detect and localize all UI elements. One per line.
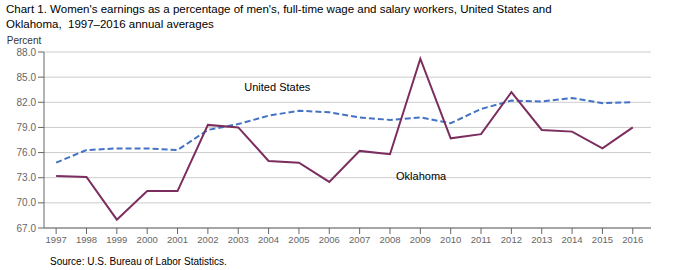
svg-text:73.0: 73.0 — [17, 172, 37, 183]
html-text:Source: U.S. Bureau of Labor S: Source: U.S. Bureau of Labor Statistics. — [50, 256, 227, 267]
svg-text:2011: 2011 — [471, 234, 491, 245]
svg-text:Oklahoma: Oklahoma — [396, 170, 447, 182]
svg-text:2008: 2008 — [379, 234, 400, 245]
svg-text:Percent: Percent — [8, 35, 41, 46]
svg-text:2016: 2016 — [622, 234, 643, 245]
svg-text:2006: 2006 — [319, 234, 340, 245]
svg-text:2007: 2007 — [349, 234, 370, 245]
svg-text:2003: 2003 — [228, 234, 249, 245]
svg-text:2005: 2005 — [288, 234, 309, 245]
svg-text:2001: 2001 — [167, 234, 188, 245]
svg-text:United States: United States — [244, 81, 311, 93]
svg-text:2012: 2012 — [501, 234, 522, 245]
svg-text:1997: 1997 — [46, 234, 67, 245]
svg-text:2014: 2014 — [562, 234, 583, 245]
svg-text:67.0: 67.0 — [17, 223, 37, 234]
html-text:Chart 1. Women's earnings as a: Chart 1. Women's earnings as a percentag… — [6, 3, 552, 15]
svg-text:2004: 2004 — [258, 234, 279, 245]
svg-text:82.0: 82.0 — [17, 97, 37, 108]
svg-text:76.0: 76.0 — [17, 147, 37, 158]
html-text:Oklahoma, 1997–2016 annual ave: Oklahoma, 1997–2016 annual averages — [6, 18, 214, 30]
svg-text:2013: 2013 — [531, 234, 552, 245]
svg-text:85.0: 85.0 — [17, 72, 37, 83]
svg-text:2010: 2010 — [440, 234, 461, 245]
svg-text:2009: 2009 — [410, 234, 431, 245]
svg-text:2002: 2002 — [197, 234, 218, 245]
svg-text:79.0: 79.0 — [17, 122, 37, 133]
svg-text:1998: 1998 — [76, 234, 97, 245]
svg-text:2015: 2015 — [592, 234, 613, 245]
svg-text:1999: 1999 — [106, 234, 127, 245]
svg-text:88.0: 88.0 — [17, 47, 37, 58]
svg-text:70.0: 70.0 — [17, 197, 37, 208]
svg-text:2000: 2000 — [137, 234, 158, 245]
